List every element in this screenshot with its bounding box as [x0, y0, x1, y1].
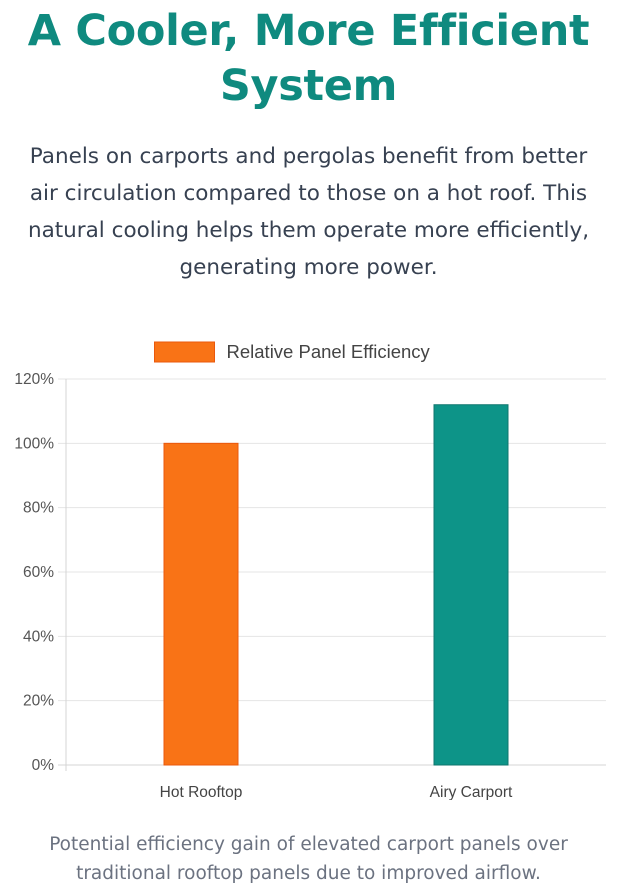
page-title: A Cooler, More Efficient System [0, 4, 617, 114]
legend-swatch [154, 341, 215, 363]
y-tick-label: 100% [14, 435, 54, 452]
caption-line: Potential efficiency gain of elevated ca… [49, 834, 568, 855]
description-line: natural cooling helps them operate more … [27, 218, 590, 243]
legend-label: Relative Panel Efficiency [227, 341, 431, 362]
description-line: air circulation compared to those on a h… [29, 181, 588, 206]
chart-caption: Potential efficiency gain of elevated ca… [0, 830, 617, 888]
chart-canvas: 0% 20% 40% 60% 80% 100% 120% Hot Rooftop Airy Ca… [14, 341, 606, 800]
description-paragraph: Panels on carports and pergolas benefit … [0, 138, 617, 286]
description-line: Panels on carports and pergolas benefit … [29, 144, 588, 169]
y-tick-label: 0% [32, 757, 55, 774]
x-tick-label: Airy Carport [430, 784, 513, 800]
y-tick-label: 120% [14, 371, 54, 388]
bar-hot-rooftop [163, 442, 239, 766]
y-tick-label: 20% [23, 693, 54, 710]
y-tick-label: 60% [23, 564, 54, 581]
efficiency-bar-chart: 0% 20% 40% 60% 80% 100% 120% Hot Rooftop Airy Ca… [0, 330, 617, 800]
y-tick-label: 80% [23, 500, 54, 517]
x-tick-label: Hot Rooftop [160, 784, 243, 800]
page-title-line-2: System [219, 61, 398, 111]
bar-airy-carport [433, 404, 509, 766]
description-line: generating more power. [179, 255, 438, 280]
caption-line: traditional rooftop panels due to improv… [76, 863, 541, 884]
y-tick-label: 40% [23, 628, 54, 645]
page-title-line-1: A Cooler, More Efficient [27, 6, 590, 56]
